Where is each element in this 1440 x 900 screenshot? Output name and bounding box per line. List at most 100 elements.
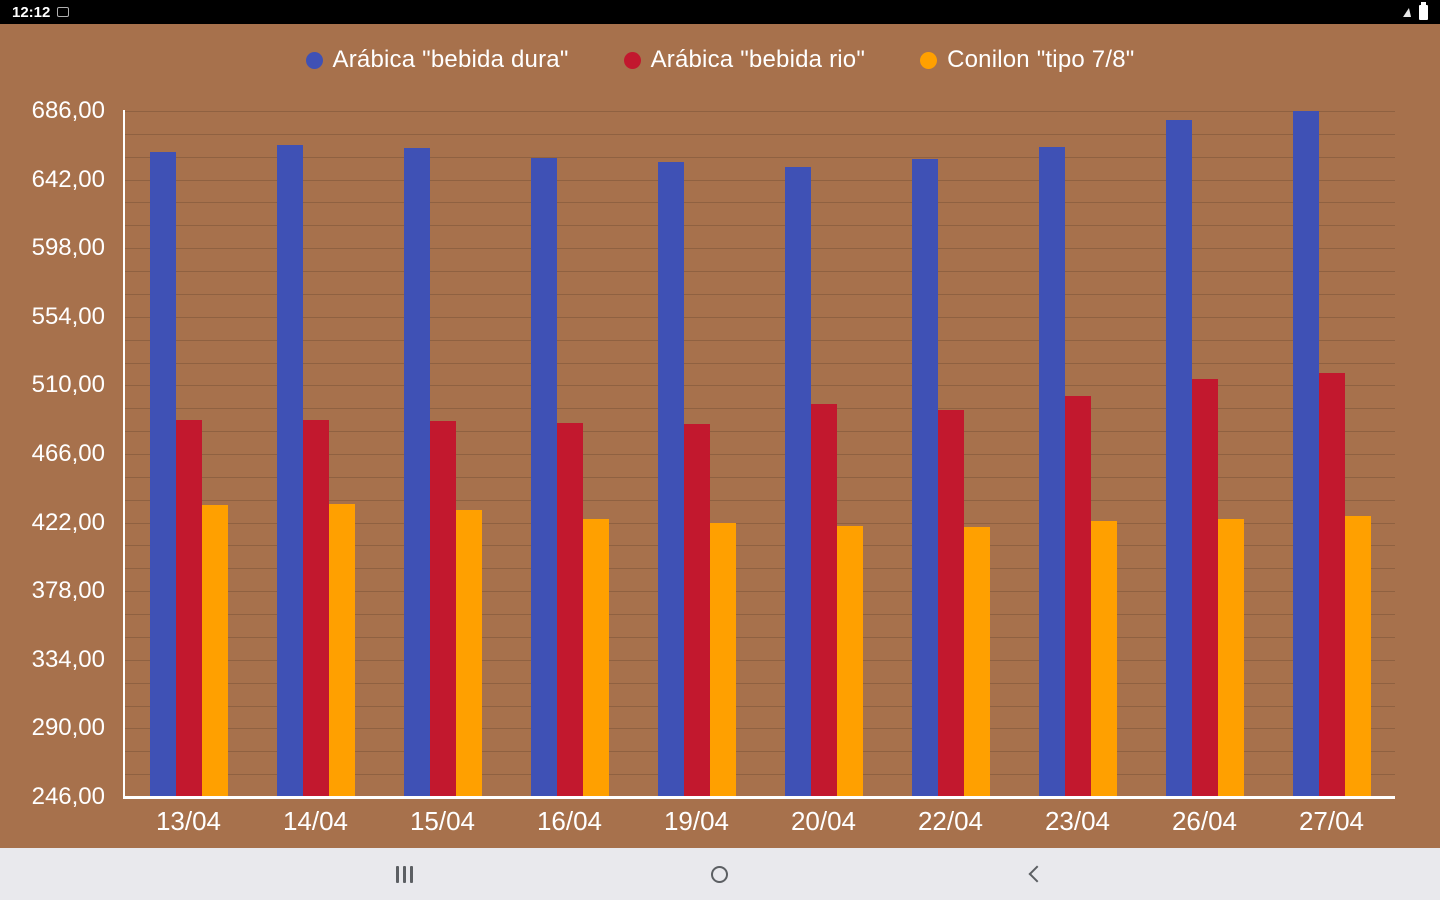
gridline — [125, 545, 1395, 546]
charging-icon — [1403, 7, 1413, 17]
gridline — [125, 523, 1395, 524]
y-axis-label: 554,00 — [31, 303, 105, 330]
y-axis-label: 422,00 — [31, 509, 105, 536]
bar-27-04-series0[interactable] — [1293, 111, 1319, 797]
bar-19-04-series1[interactable] — [684, 424, 710, 797]
gridline — [125, 637, 1395, 638]
y-axis-line — [123, 110, 125, 799]
bar-13-04-series1[interactable] — [176, 420, 202, 797]
gridline — [125, 294, 1395, 295]
recents-icon — [395, 865, 413, 883]
bar-15-04-series0[interactable] — [404, 148, 430, 797]
gridline — [125, 180, 1395, 181]
y-axis-label: 510,00 — [31, 371, 105, 398]
bar-22-04-series0[interactable] — [912, 159, 938, 797]
legend-label: Arábica "bebida dura" — [332, 46, 569, 73]
bar-16-04-series2[interactable] — [583, 519, 609, 797]
bar-22-04-series2[interactable] — [964, 527, 990, 797]
bar-26-04-series1[interactable] — [1192, 379, 1218, 797]
y-axis-label: 642,00 — [31, 166, 105, 193]
bar-23-04-series0[interactable] — [1039, 147, 1065, 797]
gridline — [125, 157, 1395, 158]
bar-20-04-series2[interactable] — [837, 526, 863, 797]
gridline — [125, 454, 1395, 455]
y-axis-labels: 686,00 642,00 598,00 554,00 510,00 466,00 422,… — [0, 97, 113, 810]
x-axis-label: 19/04 — [663, 806, 730, 836]
bar-23-04-series2[interactable] — [1091, 521, 1117, 797]
bar-27-04-series1[interactable] — [1319, 373, 1345, 797]
x-axis-label: 23/04 — [1044, 806, 1111, 836]
x-axis-label: 15/04 — [409, 806, 476, 836]
legend-label: Conilon "tipo 7/8" — [947, 46, 1135, 73]
gridline — [125, 363, 1395, 364]
gridline — [125, 271, 1395, 272]
gridline — [125, 706, 1395, 707]
back-icon — [1028, 865, 1046, 883]
chart-legend: Arábica "bebida dura" Arábica "bebida ri… — [0, 46, 1440, 74]
x-axis-label: 26/04 — [1171, 806, 1238, 836]
battery-icon — [1419, 1, 1428, 20]
bar-14-04-series0[interactable] — [277, 145, 303, 797]
x-axis-label: 14/04 — [282, 806, 349, 836]
gridline — [125, 774, 1395, 775]
recents-button[interactable] — [364, 848, 444, 900]
status-bar: 12:12 — [0, 0, 1440, 24]
gridline — [125, 591, 1395, 592]
clock: 12:12 — [12, 3, 51, 21]
home-button[interactable] — [679, 848, 759, 900]
legend-item-arabica-bebida-dura[interactable]: Arábica "bebida dura" — [305, 46, 569, 74]
bar-20-04-series0[interactable] — [785, 167, 811, 797]
bar-16-04-series1[interactable] — [557, 423, 583, 797]
y-axis-label: 290,00 — [31, 714, 105, 741]
gridline — [125, 225, 1395, 226]
bar-26-04-series2[interactable] — [1218, 519, 1244, 797]
gridline — [125, 134, 1395, 135]
bar-20-04-series1[interactable] — [811, 404, 837, 797]
y-axis-label: 466,00 — [31, 440, 105, 467]
bar-22-04-series1[interactable] — [938, 410, 964, 797]
bar-26-04-series0[interactable] — [1166, 120, 1192, 797]
y-axis-label: 334,00 — [31, 646, 105, 673]
gridline — [125, 340, 1395, 341]
gridline — [125, 431, 1395, 432]
back-button[interactable] — [995, 848, 1075, 900]
notification-icon — [57, 7, 70, 17]
bar-16-04-series0[interactable] — [531, 158, 557, 797]
plot-area[interactable] — [125, 111, 1395, 798]
gridline — [125, 111, 1395, 112]
bar-14-04-series1[interactable] — [303, 420, 329, 797]
bar-13-04-series2[interactable] — [202, 505, 228, 797]
x-axis-label: 20/04 — [790, 806, 857, 836]
y-axis-label: 598,00 — [31, 234, 105, 261]
legend-label: Arábica "bebida rio" — [650, 46, 866, 73]
gridline — [125, 614, 1395, 615]
gridline — [125, 568, 1395, 569]
gridline — [125, 385, 1395, 386]
gridline — [125, 202, 1395, 203]
bar-27-04-series2[interactable] — [1345, 516, 1371, 797]
bar-19-04-series0[interactable] — [658, 162, 684, 797]
gridline — [125, 408, 1395, 409]
bar-23-04-series1[interactable] — [1065, 396, 1091, 797]
y-axis-label: 378,00 — [31, 577, 105, 604]
y-axis-label: 246,00 — [31, 783, 105, 810]
gridline — [125, 248, 1395, 249]
bar-15-04-series1[interactable] — [430, 421, 456, 797]
bar-13-04-series0[interactable] — [150, 152, 176, 797]
navigation-bar — [0, 848, 1440, 900]
gridline — [125, 317, 1395, 318]
x-axis-label: 27/04 — [1298, 806, 1365, 836]
legend-item-arabica-bebida-rio[interactable]: Arábica "bebida rio" — [623, 46, 866, 74]
gridline — [125, 683, 1395, 684]
bar-14-04-series2[interactable] — [329, 504, 355, 797]
home-icon — [710, 865, 728, 883]
gridline — [125, 751, 1395, 752]
legend-dot-icon — [305, 51, 323, 69]
gridline — [125, 660, 1395, 661]
gridline — [125, 477, 1395, 478]
bar-15-04-series2[interactable] — [456, 510, 482, 797]
bar-19-04-series2[interactable] — [710, 523, 736, 797]
x-axis-line — [123, 796, 1395, 799]
legend-item-conilon-tipo-78[interactable]: Conilon "tipo 7/8" — [920, 46, 1134, 74]
